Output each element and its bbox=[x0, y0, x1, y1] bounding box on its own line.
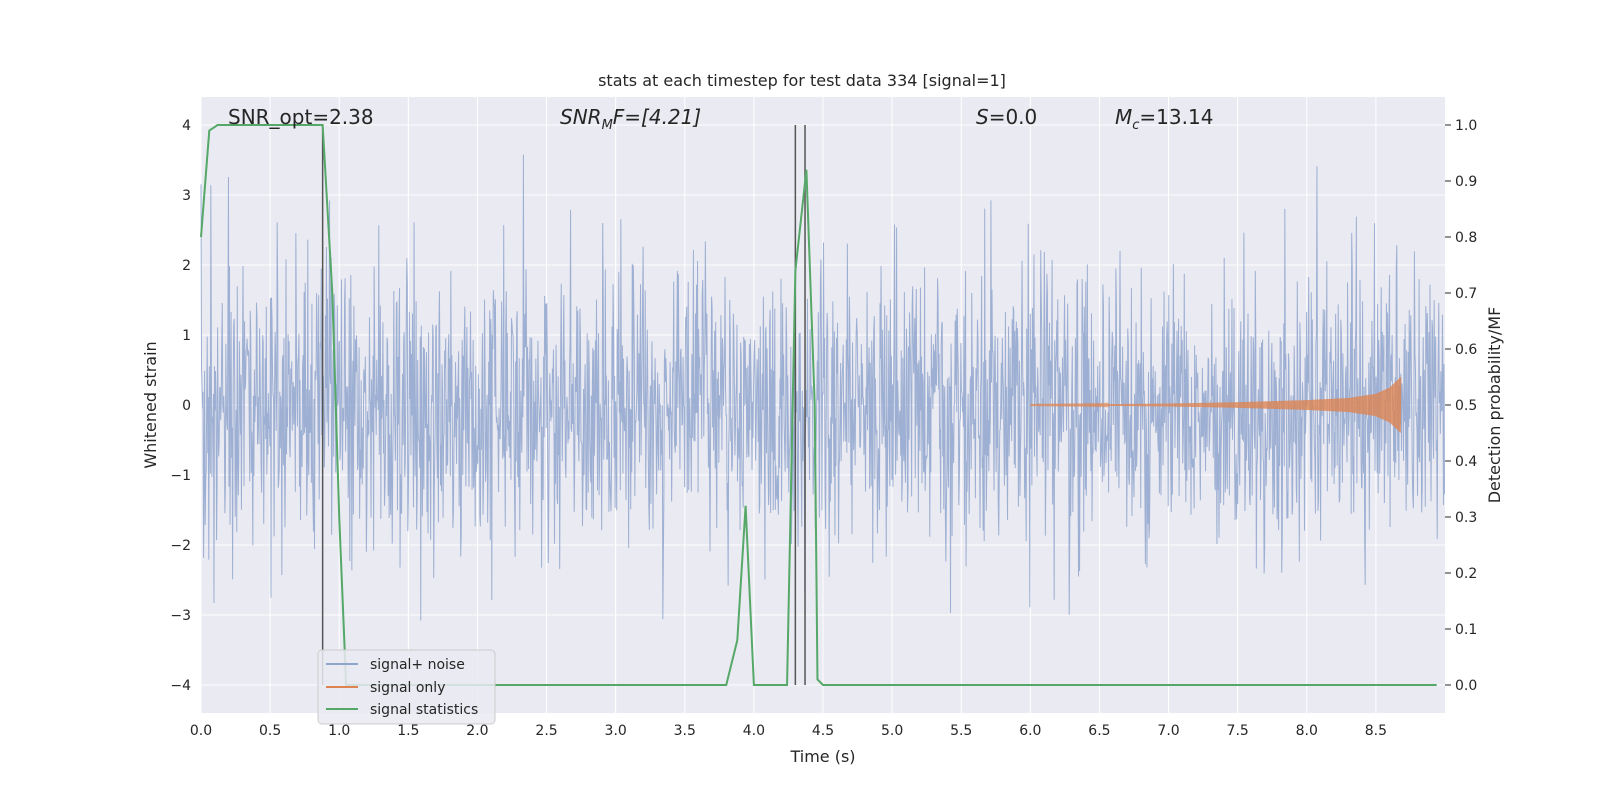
snr-mf-sub: M bbox=[602, 118, 613, 133]
mc-base: M bbox=[1115, 105, 1132, 129]
x-tick-9: 4.5 bbox=[812, 723, 834, 739]
signal-only-series bbox=[1029, 376, 1402, 433]
x-tick-10: 5.0 bbox=[881, 723, 903, 739]
x-tick-13: 6.5 bbox=[1088, 723, 1110, 739]
left-axis-label: Whitened strain bbox=[141, 341, 160, 468]
right-axis-ticks: 0.0 0.1 0.2 0.3 0.4 0.5 0.6 0.7 0.8 0.9 1.0 bbox=[1445, 118, 1477, 694]
right-axis-label: Detection probability/MF bbox=[1485, 307, 1504, 504]
s-value: =0.0 bbox=[989, 105, 1038, 129]
x-tick-8: 4.0 bbox=[743, 723, 765, 739]
snr-mf-rest: F=[4.21] bbox=[613, 105, 701, 129]
y-left-tick-2: −2 bbox=[170, 538, 191, 554]
legend-label-signal-noise: signal+ noise bbox=[370, 657, 465, 673]
x-tick-7: 3.5 bbox=[674, 723, 696, 739]
snr-mf-base: SNR bbox=[560, 105, 602, 129]
y-right-tick-9: 0.9 bbox=[1455, 174, 1477, 190]
x-tick-2: 1.0 bbox=[328, 723, 350, 739]
y-left-tick-1: −3 bbox=[170, 608, 191, 624]
mc-value: =13.14 bbox=[1139, 105, 1213, 129]
chart-title: stats at each timestep for test data 334… bbox=[598, 71, 1006, 90]
y-left-tick-4: 0 bbox=[182, 398, 191, 414]
x-tick-1: 0.5 bbox=[259, 723, 281, 739]
annotation-snr-mf: SNRMF=[4.21] bbox=[560, 105, 701, 133]
y-left-tick-5: 1 bbox=[182, 328, 191, 344]
annotation-snr-opt: SNR_opt=2.38 bbox=[228, 105, 374, 129]
y-left-tick-7: 3 bbox=[182, 188, 191, 204]
signal-only-line bbox=[1029, 376, 1402, 433]
x-tick-4: 2.0 bbox=[466, 723, 488, 739]
vertical-markers bbox=[321, 125, 806, 685]
y-left-tick-3: −1 bbox=[170, 468, 191, 484]
x-tick-11: 5.5 bbox=[950, 723, 972, 739]
legend-box bbox=[317, 649, 496, 725]
left-axis-ticks: −4 −3 −2 −1 0 1 2 3 4 bbox=[170, 118, 191, 694]
x-tick-16: 8.0 bbox=[1296, 723, 1318, 739]
s-italic: S bbox=[976, 105, 989, 129]
x-axis-ticks: 0.0 0.5 1.0 1.5 2.0 2.5 3.0 3.5 4.0 4.5 5.0 5.5 6.0 6… bbox=[190, 723, 1387, 739]
x-tick-3: 1.5 bbox=[397, 723, 419, 739]
x-tick-12: 6.0 bbox=[1019, 723, 1041, 739]
y-right-tick-0: 0.0 bbox=[1455, 678, 1477, 694]
mc-sub: c bbox=[1132, 118, 1139, 133]
y-right-tick-3: 0.3 bbox=[1455, 510, 1477, 526]
signal-noise-line bbox=[200, 154, 1445, 621]
y-right-tick-6: 0.6 bbox=[1455, 342, 1477, 358]
y-left-tick-0: −4 bbox=[170, 678, 191, 694]
y-right-tick-10: 1.0 bbox=[1455, 118, 1477, 134]
y-right-tick-1: 0.1 bbox=[1455, 622, 1477, 638]
annotation-s: S=0.0 bbox=[976, 105, 1037, 129]
x-tick-5: 2.5 bbox=[535, 723, 557, 739]
x-tick-6: 3.0 bbox=[605, 723, 627, 739]
y-left-tick-6: 2 bbox=[182, 258, 191, 274]
y-right-tick-5: 0.5 bbox=[1455, 398, 1477, 414]
y-right-tick-8: 0.8 bbox=[1455, 230, 1477, 246]
signal-statistics-series bbox=[200, 124, 1437, 686]
annotation-mc: Mc=13.14 bbox=[1115, 105, 1213, 133]
legend: signal+ noise signal only signal statist… bbox=[317, 649, 496, 725]
legend-label-signal-only: signal only bbox=[370, 680, 445, 696]
x-tick-0: 0.0 bbox=[190, 723, 212, 739]
x-tick-17: 8.5 bbox=[1365, 723, 1387, 739]
x-tick-15: 7.5 bbox=[1227, 723, 1249, 739]
legend-label-signal-statistics: signal statistics bbox=[370, 702, 478, 718]
signal-noise-series bbox=[200, 154, 1445, 621]
y-left-tick-8: 4 bbox=[182, 118, 191, 134]
y-right-tick-2: 0.2 bbox=[1455, 566, 1477, 582]
y-right-tick-4: 0.4 bbox=[1455, 454, 1477, 470]
y-right-tick-7: 0.7 bbox=[1455, 286, 1477, 302]
signal-statistics-line bbox=[200, 124, 1437, 686]
x-tick-14: 7.0 bbox=[1157, 723, 1179, 739]
x-axis-label: Time (s) bbox=[789, 747, 855, 766]
